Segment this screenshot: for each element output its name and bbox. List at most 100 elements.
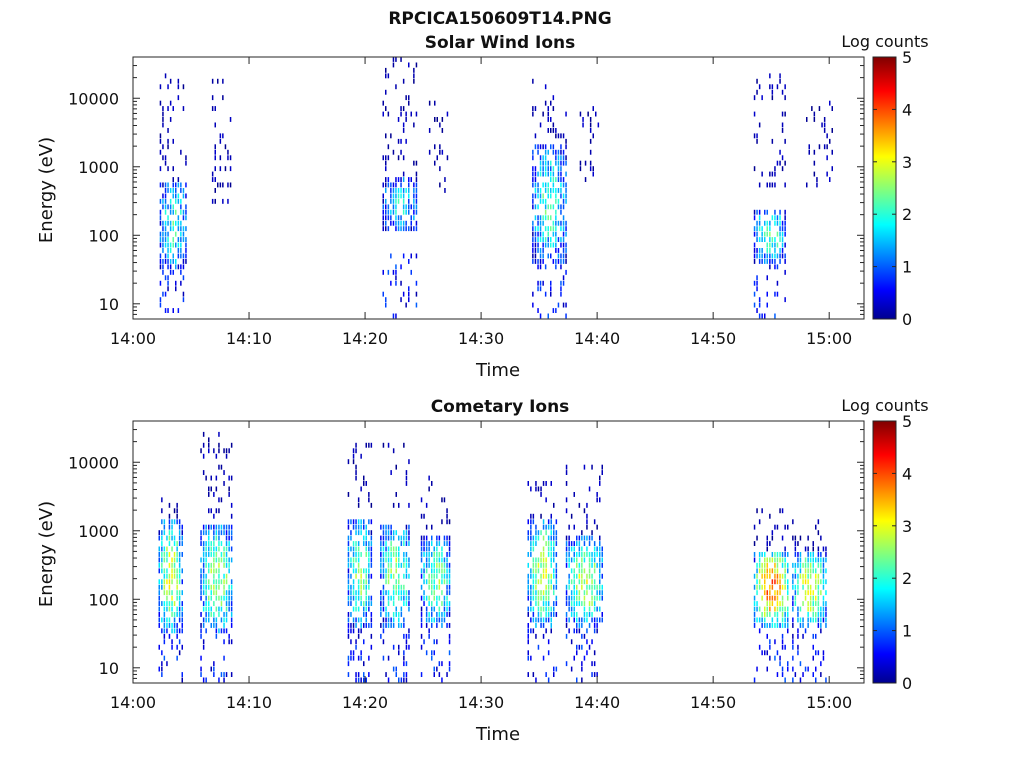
heatmap-cell bbox=[382, 530, 385, 536]
heatmap-cell bbox=[355, 546, 357, 552]
heatmap-cell bbox=[573, 568, 575, 574]
heatmap-cell bbox=[180, 253, 182, 259]
heatmap-cell bbox=[347, 573, 350, 579]
heatmap-cell bbox=[202, 584, 205, 590]
heatmap-cell bbox=[532, 226, 534, 232]
heatmap-cell bbox=[823, 128, 826, 133]
heatmap-cell bbox=[392, 644, 395, 650]
heatmap-cell bbox=[802, 672, 804, 677]
heatmap-cell bbox=[347, 557, 350, 563]
heatmap-cell bbox=[390, 573, 392, 579]
heatmap-cell bbox=[405, 475, 408, 481]
heatmap-cell bbox=[167, 286, 169, 292]
heatmap-cell bbox=[581, 530, 583, 536]
heatmap-cell bbox=[357, 530, 360, 536]
heatmap-cell bbox=[398, 535, 400, 541]
heatmap-cell bbox=[550, 606, 552, 612]
heatmap-cell bbox=[425, 535, 428, 541]
heatmap-cell bbox=[779, 78, 781, 84]
heatmap-cell bbox=[355, 595, 357, 601]
heatmap-cell bbox=[779, 590, 781, 596]
heatmap-cell bbox=[175, 231, 177, 237]
heatmap-cell bbox=[357, 524, 360, 530]
heatmap-cell bbox=[764, 584, 766, 590]
heatmap-cell bbox=[582, 117, 584, 122]
heatmap-cell bbox=[557, 302, 560, 308]
heatmap-cell bbox=[532, 562, 535, 568]
heatmap-cell bbox=[565, 562, 568, 568]
heatmap-cell bbox=[599, 617, 601, 623]
heatmap-cell bbox=[769, 253, 771, 259]
heatmap-cell bbox=[532, 628, 535, 634]
heatmap-cell bbox=[171, 623, 173, 628]
heatmap-cell bbox=[822, 606, 825, 612]
heatmap-cell bbox=[799, 606, 802, 612]
heatmap-cell bbox=[202, 530, 205, 536]
heatmap-cell bbox=[368, 595, 370, 601]
heatmap-cell bbox=[565, 171, 567, 177]
heatmap-cell bbox=[764, 209, 766, 215]
heatmap-cell bbox=[568, 546, 570, 552]
heatmap-cell bbox=[784, 242, 786, 248]
heatmap-cell bbox=[382, 573, 385, 579]
heatmap-cell bbox=[812, 595, 814, 601]
heatmap-cell bbox=[162, 248, 164, 253]
heatmap-cell bbox=[820, 557, 822, 563]
heatmap-cell bbox=[771, 595, 774, 601]
heatmap-cell bbox=[365, 584, 367, 590]
heatmap-cell bbox=[774, 568, 776, 574]
heatmap-cell bbox=[223, 595, 225, 601]
heatmap-cell bbox=[761, 508, 763, 514]
heatmap-cell bbox=[392, 617, 395, 623]
heatmap-cell bbox=[161, 661, 163, 667]
heatmap-cell bbox=[431, 584, 433, 590]
heatmap-cell bbox=[360, 568, 362, 574]
heatmap-cell bbox=[213, 541, 215, 546]
heatmap-cell bbox=[771, 182, 774, 188]
heatmap-cell bbox=[544, 291, 547, 297]
heatmap-cell bbox=[368, 672, 370, 677]
x-tick-label: 14:10 bbox=[226, 693, 272, 712]
heatmap-cell bbox=[181, 535, 183, 541]
heatmap-cell bbox=[382, 204, 384, 210]
heatmap-cell bbox=[807, 606, 809, 612]
heatmap-cell bbox=[599, 590, 601, 596]
heatmap-cell bbox=[214, 106, 216, 111]
heatmap-cell bbox=[781, 111, 784, 117]
heatmap-cell bbox=[205, 557, 207, 563]
heatmap-cell bbox=[787, 552, 789, 557]
heatmap-cell bbox=[560, 280, 562, 286]
heatmap-cell bbox=[400, 226, 402, 232]
heatmap-cell bbox=[200, 655, 202, 661]
heatmap-cell bbox=[352, 655, 355, 661]
heatmap-cell bbox=[395, 313, 397, 319]
heatmap-cell bbox=[802, 633, 804, 639]
heatmap-cell bbox=[215, 557, 218, 563]
heatmap-cell bbox=[175, 264, 177, 270]
heatmap-cell bbox=[210, 623, 212, 628]
heatmap-cell bbox=[178, 562, 181, 568]
heatmap-cell bbox=[173, 562, 176, 568]
heatmap-cell bbox=[539, 122, 542, 128]
heatmap-cell bbox=[769, 655, 771, 661]
heatmap-cell bbox=[166, 573, 168, 579]
heatmap-cell bbox=[540, 617, 542, 623]
heatmap-cell bbox=[555, 573, 558, 579]
colorbar-tick-label: 1 bbox=[902, 258, 912, 277]
heatmap-cell bbox=[380, 535, 382, 541]
heatmap-cell bbox=[158, 595, 160, 601]
x-tick-label: 14:00 bbox=[110, 329, 156, 348]
heatmap-cell bbox=[408, 562, 410, 568]
heatmap-cell bbox=[420, 513, 423, 519]
heatmap-cell bbox=[570, 666, 573, 672]
heatmap-cell bbox=[532, 302, 534, 308]
heatmap-cell bbox=[784, 297, 786, 303]
heatmap-cell bbox=[764, 231, 766, 237]
heatmap-cell bbox=[776, 215, 779, 221]
heatmap-cell bbox=[355, 644, 357, 650]
heatmap-cell bbox=[582, 122, 584, 128]
heatmap-cell bbox=[779, 655, 781, 661]
heatmap-cell bbox=[535, 633, 537, 639]
heatmap-cell bbox=[784, 215, 786, 221]
heatmap-cell bbox=[431, 524, 433, 530]
